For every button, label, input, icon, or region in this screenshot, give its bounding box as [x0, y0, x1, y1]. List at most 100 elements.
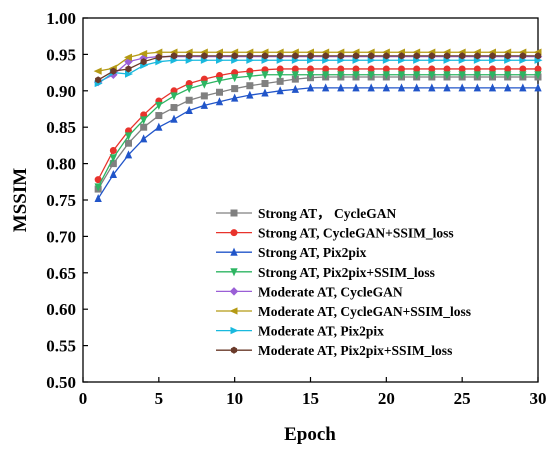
data-point	[125, 65, 132, 73]
data-point	[321, 83, 330, 92]
data-point	[397, 65, 405, 73]
data-point	[94, 194, 102, 203]
data-point	[139, 134, 148, 143]
data-point	[109, 169, 118, 179]
data-point	[503, 71, 512, 80]
data-point	[230, 74, 239, 83]
data-point	[276, 86, 284, 95]
data-point	[306, 83, 315, 92]
series-layer	[93, 48, 543, 203]
data-point	[458, 71, 466, 80]
y-tick-label: 0.80	[46, 155, 76, 174]
x-tick-label: 25	[454, 389, 471, 408]
y-tick-label: 0.90	[46, 82, 76, 101]
data-point	[428, 65, 436, 73]
data-point	[185, 96, 193, 104]
data-point	[155, 53, 162, 61]
data-point	[398, 52, 405, 60]
y-tick-label: 0.85	[46, 118, 76, 137]
data-point	[95, 76, 102, 84]
data-point	[124, 132, 133, 141]
data-point	[170, 92, 178, 101]
data-point	[246, 72, 254, 81]
data-point	[412, 83, 421, 92]
data-point	[261, 71, 269, 80]
legend-label: Moderate AT, CycleGAN	[258, 284, 403, 299]
data-point	[397, 83, 406, 92]
data-point	[443, 71, 451, 80]
data-point	[519, 52, 526, 60]
data-point	[413, 52, 420, 60]
series-line	[97, 76, 538, 190]
data-point	[352, 71, 360, 80]
x-tick-label: 20	[378, 389, 395, 408]
data-point	[231, 52, 238, 60]
data-point	[534, 71, 542, 80]
data-point	[397, 71, 406, 80]
legend-item: Moderate AT, Pix2pix	[216, 324, 384, 339]
data-point	[503, 83, 512, 92]
y-tick-label: 0.60	[46, 300, 76, 319]
series-4	[94, 71, 542, 192]
data-point	[519, 71, 527, 80]
data-point	[185, 105, 193, 114]
data-point	[412, 71, 421, 80]
data-point	[459, 52, 466, 60]
legend-item: Strong AT, Pix2pix	[216, 245, 367, 260]
x-axis: 0 5 10 15 20 25 30	[79, 377, 547, 408]
data-point	[382, 71, 391, 80]
data-point	[337, 65, 345, 73]
data-point	[110, 67, 117, 75]
data-point	[474, 52, 481, 60]
legend-marker	[230, 346, 238, 354]
series-3	[94, 83, 542, 203]
data-point	[230, 93, 239, 102]
data-point	[367, 65, 375, 73]
data-point	[504, 52, 511, 60]
data-point	[155, 122, 163, 131]
y-tick-label: 0.50	[46, 373, 76, 392]
data-point	[428, 71, 436, 80]
data-point	[306, 71, 315, 80]
data-point	[367, 71, 375, 80]
legend-marker	[230, 209, 238, 217]
data-point	[368, 52, 375, 60]
data-point	[170, 52, 178, 60]
legend-label: Moderate AT, Pix2pix+SSIM_loss	[258, 343, 452, 358]
y-axis-title: MSSIM	[10, 168, 31, 232]
data-point	[322, 52, 329, 60]
y-tick-label: 1.00	[46, 9, 76, 28]
data-point	[488, 83, 497, 92]
data-point	[94, 183, 102, 192]
series-1	[94, 73, 542, 193]
data-point	[337, 52, 344, 60]
data-point	[261, 80, 269, 88]
legend-marker	[229, 307, 238, 315]
data-point	[109, 146, 117, 154]
x-tick-label: 15	[302, 389, 319, 408]
data-point	[383, 52, 390, 60]
data-point	[246, 90, 254, 99]
series-line	[97, 87, 538, 199]
series-2	[94, 65, 542, 184]
data-point	[216, 88, 224, 96]
series-line	[97, 59, 538, 85]
legend-label: Moderate AT, Pix2pix	[258, 324, 384, 339]
data-point	[140, 123, 148, 131]
y-tick-label: 0.55	[46, 337, 76, 356]
data-point	[443, 83, 451, 92]
data-point	[352, 83, 360, 92]
data-point	[443, 52, 451, 60]
data-point	[458, 65, 466, 73]
data-point	[519, 65, 527, 73]
data-point	[322, 65, 330, 73]
data-point	[154, 48, 163, 56]
data-point	[352, 65, 360, 73]
legend-label: Strong AT， CycleGAN	[258, 206, 397, 221]
data-point	[337, 83, 345, 92]
data-point	[277, 52, 284, 60]
data-point	[488, 71, 497, 80]
data-point	[291, 84, 300, 93]
data-point	[261, 52, 269, 60]
